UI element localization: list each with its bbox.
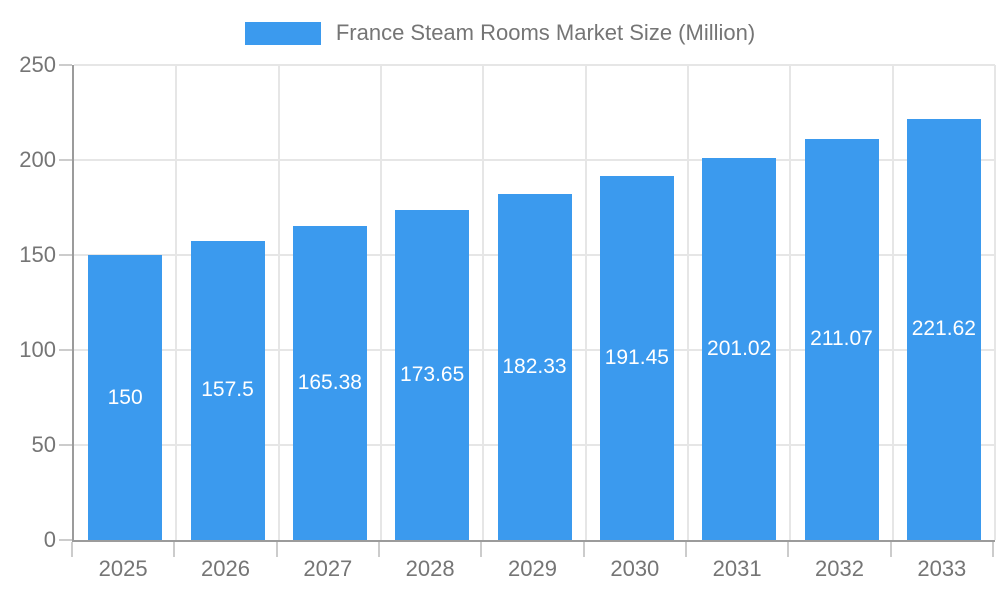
y-tick-label: 200 xyxy=(19,147,56,172)
x-tick-mark xyxy=(275,542,278,557)
h-gridline xyxy=(74,64,995,66)
bar-value-label: 150 xyxy=(107,385,143,409)
bar-value-label: 182.33 xyxy=(502,354,567,378)
x-tick-mark xyxy=(71,542,73,557)
x-tick-mark xyxy=(787,542,790,557)
bar-2029[interactable]: 182.33 xyxy=(497,193,572,540)
x-tick-mark xyxy=(378,542,380,557)
x-tick-label: 2030 xyxy=(610,556,660,581)
v-gridline xyxy=(277,65,280,540)
v-gridline xyxy=(687,65,689,540)
v-gridline xyxy=(380,65,382,540)
v-gridline xyxy=(175,65,178,540)
bar-value-label: 221.62 xyxy=(911,317,976,341)
x-tick-label: 2032 xyxy=(815,556,864,581)
bar-2032[interactable]: 211.07 xyxy=(804,138,879,540)
y-tick-mark xyxy=(59,64,72,66)
legend: France Steam Rooms Market Size (Million) xyxy=(0,14,1000,52)
bar-value-label: 157.5 xyxy=(201,378,254,402)
x-tick-mark xyxy=(582,542,585,557)
y-tick-label: 100 xyxy=(19,337,56,362)
x-tick-label: 2027 xyxy=(303,556,353,581)
x-tick-label: 2031 xyxy=(712,556,762,581)
x-tick-mark xyxy=(889,542,892,557)
y-tick-mark xyxy=(59,444,72,446)
chart-title: France Steam Rooms Market Size (Million) xyxy=(335,20,756,45)
y-tick-mark xyxy=(59,349,72,351)
x-tick-label: 2025 xyxy=(98,556,148,581)
x-tick-label: 2028 xyxy=(405,556,455,581)
h-gridline xyxy=(74,159,995,161)
bar-2025[interactable]: 150 xyxy=(88,255,163,540)
x-tick-label: 2033 xyxy=(917,556,967,581)
y-tick-label: 150 xyxy=(19,242,56,267)
legend-swatch xyxy=(244,21,321,45)
bar-2027[interactable]: 165.38 xyxy=(292,225,367,540)
bar-2031[interactable]: 201.02 xyxy=(702,158,777,540)
bar-value-label: 201.02 xyxy=(707,337,772,361)
y-tick-mark xyxy=(59,159,72,161)
x-tick-label: 2029 xyxy=(508,556,557,581)
x-tick-mark xyxy=(685,542,687,557)
bar-value-label: 173.65 xyxy=(400,363,465,387)
bar-2030[interactable]: 191.45 xyxy=(599,176,674,540)
x-tick-mark xyxy=(480,542,483,557)
bar-2028[interactable]: 173.65 xyxy=(395,210,470,540)
y-tick-mark xyxy=(59,539,72,541)
x-tick-mark xyxy=(992,542,994,557)
v-gridline xyxy=(584,65,587,540)
v-gridline xyxy=(994,65,996,540)
x-tick-label: 2026 xyxy=(201,556,250,581)
y-tick-label: 50 xyxy=(31,432,56,457)
legend-item[interactable]: France Steam Rooms Market Size (Million) xyxy=(244,20,756,46)
v-gridline xyxy=(482,65,485,540)
bar-2026[interactable]: 157.5 xyxy=(190,240,265,540)
y-tick-mark xyxy=(59,254,72,256)
y-tick-label: 250 xyxy=(19,52,56,77)
bar-value-label: 165.38 xyxy=(297,370,362,394)
bar-2033[interactable]: 221.62 xyxy=(906,118,981,540)
bar-value-label: 191.45 xyxy=(604,346,669,370)
plot-area: 150 157.5 165.38 173.65 182.33 191.45 201.02 21… xyxy=(72,64,996,542)
y-tick-label: 0 xyxy=(43,527,56,552)
v-gridline xyxy=(891,65,894,540)
bar-value-label: 211.07 xyxy=(810,327,873,351)
x-tick-mark xyxy=(173,542,176,557)
v-gridline xyxy=(789,65,792,540)
